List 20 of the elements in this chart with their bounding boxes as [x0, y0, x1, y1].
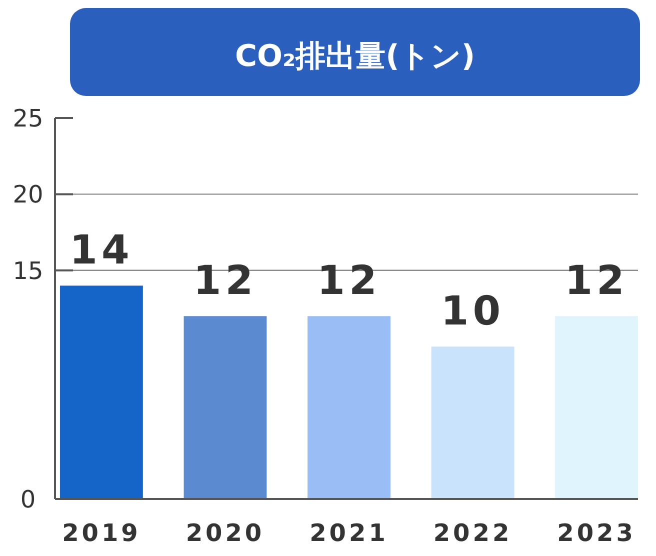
y-tick-label: 0 [20, 485, 36, 514]
x-tick-label: 2022 [433, 519, 512, 547]
y-tick-label: 25 [12, 104, 44, 132]
chart-title: CO₂排出量(トン) [234, 39, 476, 74]
bar [431, 346, 514, 499]
x-tick-label: 2021 [310, 519, 388, 547]
bar [184, 316, 267, 499]
data-label: 12 [193, 258, 258, 304]
data-label: 10 [440, 288, 505, 335]
bar [60, 286, 143, 499]
data-label: 14 [70, 228, 134, 274]
data-label: 12 [317, 258, 381, 304]
bar [308, 316, 390, 499]
x-tick-label: 2020 [186, 519, 265, 547]
bar [555, 316, 638, 499]
x-tick-label: 2019 [62, 519, 141, 547]
y-tick-label: 15 [12, 256, 44, 285]
x-tick-label: 2023 [557, 519, 636, 547]
data-label: 12 [564, 258, 628, 304]
y-tick-label: 20 [12, 180, 44, 209]
